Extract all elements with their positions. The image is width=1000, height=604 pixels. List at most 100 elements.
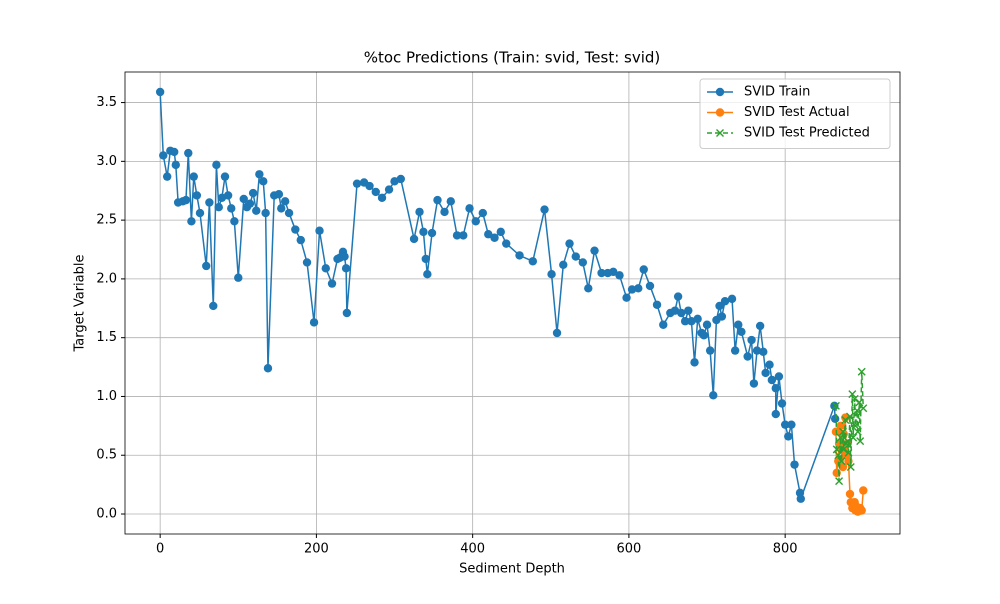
y-tick-label: 3.0 (96, 154, 117, 169)
marker (839, 445, 848, 454)
marker (471, 217, 480, 226)
marker (693, 314, 702, 324)
marker (845, 489, 855, 499)
marker (209, 301, 218, 311)
marker (715, 108, 725, 117)
marker (565, 239, 574, 248)
legend-label: SVID Train (744, 85, 810, 100)
marker (844, 448, 853, 457)
marker (832, 445, 841, 454)
marker (849, 433, 858, 442)
marker (274, 190, 284, 199)
marker-stroke (843, 437, 852, 446)
marker (427, 228, 437, 238)
marker (302, 258, 312, 267)
marker (352, 179, 362, 188)
marker (597, 268, 606, 278)
marker-stroke (846, 462, 855, 471)
marker (690, 358, 699, 367)
marker (857, 506, 866, 515)
marker (622, 293, 631, 302)
marker (578, 258, 588, 267)
marker (771, 409, 780, 419)
marker (716, 129, 724, 137)
marker (162, 172, 172, 181)
marker (846, 462, 855, 471)
marker-stroke (846, 412, 854, 421)
marker (734, 320, 743, 329)
marker-stroke (851, 421, 860, 430)
marker-stroke (853, 406, 862, 415)
marker (850, 394, 859, 403)
marker (699, 331, 709, 340)
marker (743, 352, 752, 361)
marker (761, 368, 770, 378)
marker-stroke (850, 394, 859, 403)
marker (677, 308, 686, 318)
marker (755, 321, 765, 331)
marker (774, 372, 784, 381)
marker (855, 398, 864, 407)
marker (284, 208, 294, 218)
marker (765, 360, 774, 369)
marker-stroke (853, 427, 862, 436)
marker (496, 227, 505, 237)
y-tick-label: 3.5 (96, 95, 117, 110)
marker (715, 87, 725, 97)
marker (377, 193, 387, 202)
marker (790, 460, 799, 469)
marker (571, 252, 580, 261)
marker (239, 194, 248, 204)
marker (263, 364, 273, 373)
marker (396, 174, 405, 184)
marker (465, 204, 474, 213)
marker (634, 284, 643, 293)
plot-frame (124, 71, 901, 535)
marker (673, 292, 683, 301)
marker (478, 208, 488, 218)
marker-stroke (857, 367, 866, 376)
y-tick-label: 0.0 (96, 507, 117, 522)
marker (205, 198, 214, 207)
marker (340, 252, 349, 261)
marker (796, 494, 805, 503)
marker (170, 147, 179, 157)
y-axis-label: Target Variable (73, 255, 88, 353)
marker (702, 320, 712, 329)
marker (192, 191, 202, 200)
x-tick-label: 200 (304, 542, 329, 557)
y-tick-label: 1.5 (96, 330, 117, 345)
marker (419, 227, 428, 237)
marker (737, 327, 746, 337)
marker (296, 235, 305, 245)
marker (848, 390, 857, 399)
marker (415, 207, 424, 217)
marker (836, 421, 845, 431)
marker-stroke (839, 445, 848, 454)
marker (214, 202, 223, 212)
chart-title: %toc Predictions (Train: svid, Test: svi… (364, 49, 661, 67)
x-tick-label: 800 (773, 542, 798, 557)
marker (777, 399, 787, 408)
marker (609, 267, 618, 277)
marker (759, 347, 768, 356)
marker (409, 234, 419, 244)
marker (277, 204, 286, 213)
marker (684, 306, 693, 315)
marker (856, 437, 865, 446)
marker (223, 191, 233, 200)
marker (248, 188, 258, 198)
marker (189, 172, 198, 181)
marker (159, 151, 168, 160)
marker-stroke (835, 477, 844, 486)
marker (155, 87, 165, 97)
marker-stroke (849, 433, 858, 442)
marker (780, 420, 790, 429)
marker-stroke (838, 427, 847, 436)
marker (652, 300, 662, 309)
marker-stroke (716, 129, 724, 137)
marker (321, 264, 330, 273)
marker (859, 404, 868, 413)
x-tick-label: 0 (156, 542, 164, 557)
